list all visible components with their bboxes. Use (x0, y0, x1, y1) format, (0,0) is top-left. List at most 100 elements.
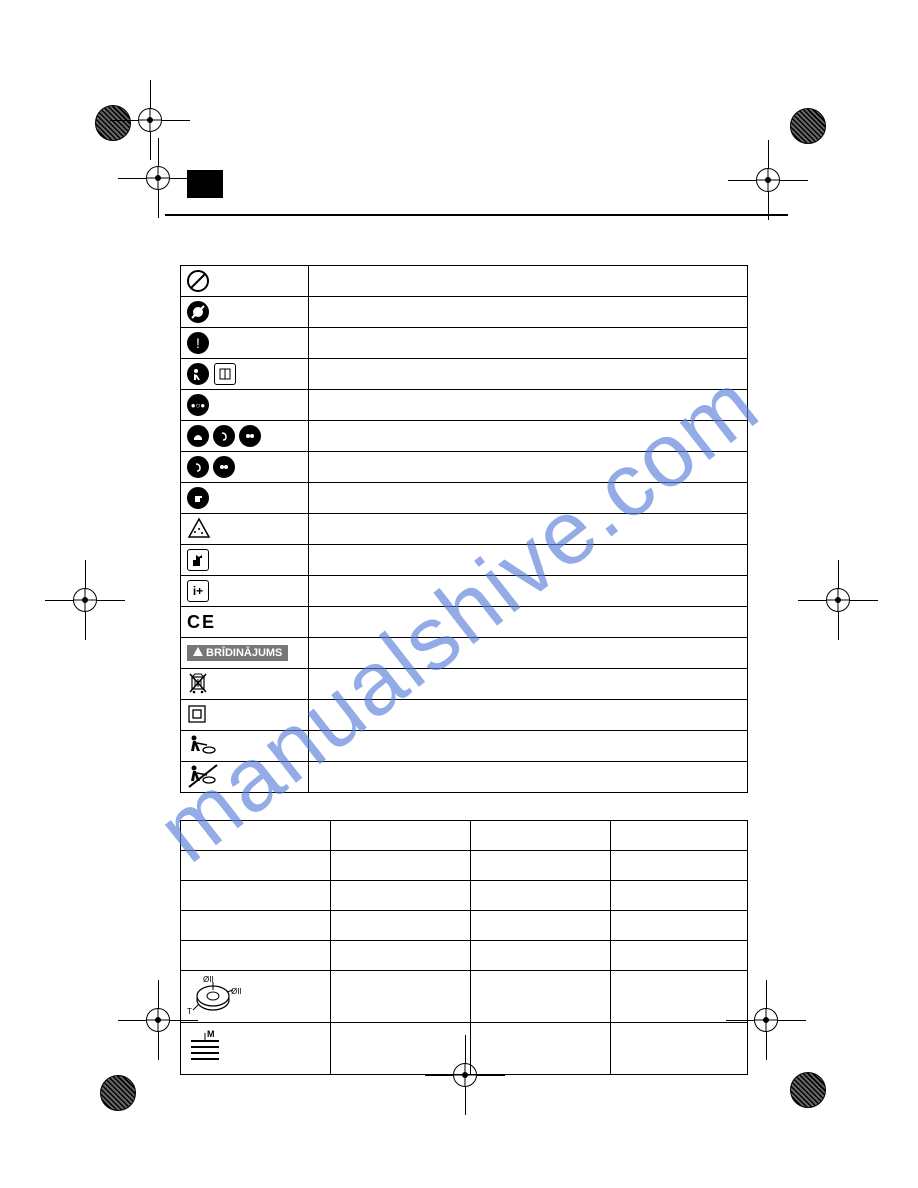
hatch-dot-bl (100, 1075, 136, 1111)
cell (181, 881, 331, 911)
stack-m-icon: M (185, 1027, 235, 1067)
cell-icon (181, 514, 309, 545)
table-row (181, 911, 748, 941)
cell (471, 971, 611, 1023)
cell (611, 1023, 748, 1075)
cell (471, 911, 611, 941)
table-row (181, 452, 748, 483)
exclaim-circle-icon: ! (187, 332, 209, 354)
cell (611, 941, 748, 971)
cell (181, 851, 331, 881)
cell-icon (181, 266, 309, 297)
table-row: ! (181, 328, 748, 359)
cell-desc (309, 452, 748, 483)
cell-desc (309, 545, 748, 576)
double-insulated-icon (187, 716, 207, 727)
table-row (181, 359, 748, 390)
table-row (181, 545, 748, 576)
no-blade-icon (187, 301, 209, 323)
warning-bar-icon: BRĪDINĀJUMS (187, 645, 288, 661)
svg-text:M: M (207, 1029, 215, 1039)
cell-desc (309, 638, 748, 669)
regmark-ml (45, 560, 125, 640)
table-row (181, 762, 748, 793)
ce-mark-icon: CE (187, 612, 216, 632)
cell-icon: BRĪDINĀJUMS (181, 638, 309, 669)
cell-desc (309, 762, 748, 793)
info-plus-icon: i+ (187, 580, 209, 602)
table-row: BRĪDINĀJUMS (181, 638, 748, 669)
warning-bar-label: BRĪDINĀJUMS (206, 647, 282, 659)
cell-spool-icon: ØII ØII T (181, 971, 331, 1023)
svg-text:T: T (187, 1007, 192, 1016)
cell-icon (181, 731, 309, 762)
gloves-circle-icon (187, 487, 209, 509)
weee-bin-icon (187, 687, 209, 698)
table-row (181, 514, 748, 545)
cell (471, 821, 611, 851)
cell (331, 971, 471, 1023)
cell-icon (181, 669, 309, 700)
cell-icon (181, 545, 309, 576)
cell (331, 911, 471, 941)
table-row (181, 700, 748, 731)
cell (331, 881, 471, 911)
cell-desc (309, 669, 748, 700)
cell-icon (181, 359, 309, 390)
cell (611, 911, 748, 941)
cell-desc (309, 328, 748, 359)
cell (331, 1023, 471, 1075)
cell-icon (181, 297, 309, 328)
cell-desc (309, 514, 748, 545)
table-row: CE (181, 607, 748, 638)
cell-desc (309, 483, 748, 514)
table-row (181, 851, 748, 881)
cell-desc (309, 390, 748, 421)
cell (331, 851, 471, 881)
hand-cut-icon (187, 549, 209, 571)
table-row (181, 821, 748, 851)
table-row (181, 421, 748, 452)
cell-icon (181, 700, 309, 731)
table-row: M (181, 1023, 748, 1075)
cell-desc (309, 421, 748, 452)
mower-person-icon (187, 749, 217, 760)
cell (181, 941, 331, 971)
cell-desc (309, 266, 748, 297)
prohibited-icon (187, 270, 209, 292)
cell (611, 821, 748, 851)
svg-text:ØII: ØII (231, 987, 242, 996)
cell (181, 821, 331, 851)
cell-icon: ●○● (181, 390, 309, 421)
cell-icon (181, 483, 309, 514)
cell (471, 941, 611, 971)
cell-icon: i+ (181, 576, 309, 607)
table-row: ØII ØII T (181, 971, 748, 1023)
cell (471, 1023, 611, 1075)
cell-icon (181, 452, 309, 483)
ppe-eye-icon (239, 425, 261, 447)
distance-circle-icon: ●○● (187, 394, 209, 416)
cell-desc (309, 700, 748, 731)
ear-icon (187, 456, 209, 478)
cell (611, 971, 748, 1023)
cell (611, 851, 748, 881)
cell (471, 851, 611, 881)
specs-table: ØII ØII T M (180, 820, 748, 1075)
cell-desc (309, 731, 748, 762)
cell (331, 821, 471, 851)
cell-desc (309, 359, 748, 390)
cell-stack-icon: M (181, 1023, 331, 1075)
hatch-dot-tr (790, 108, 826, 144)
table-row (181, 266, 748, 297)
svg-text:ØII: ØII (203, 975, 214, 984)
cell-icon: ! (181, 328, 309, 359)
table-row (181, 881, 748, 911)
cell-icon: CE (181, 607, 309, 638)
cell-desc (309, 297, 748, 328)
table-row: ●○● (181, 390, 748, 421)
ppe-helmet-icon (187, 425, 209, 447)
cell-desc (309, 576, 748, 607)
eye-icon (213, 456, 235, 478)
cell (331, 941, 471, 971)
